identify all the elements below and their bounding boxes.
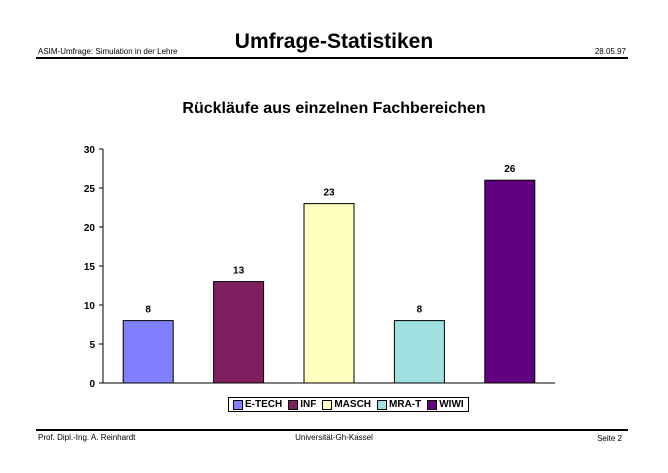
chart-title: Rückläufe aus einzelnen Fachbereichen: [182, 100, 486, 117]
legend-swatch: [233, 399, 243, 410]
legend-item: INF: [288, 399, 316, 410]
footer-divider: [36, 429, 628, 431]
legend-label: MRA-T: [389, 399, 422, 410]
data-label: 13: [233, 266, 245, 277]
legend-item: MRA-T: [377, 399, 421, 410]
y-tick-label: 20: [84, 223, 96, 234]
y-tick-label: 10: [84, 301, 96, 312]
legend-swatch: [427, 399, 438, 410]
y-tick-label: 15: [84, 262, 96, 273]
legend-item: MASCH: [322, 399, 371, 410]
slide-title: Umfrage-Statistiken: [234, 30, 434, 53]
slide-subtitle: ASIM-Umfrage: Simulation in der Lehre: [38, 47, 178, 56]
data-label: 26: [504, 164, 516, 175]
footer-university: Universität-Gh-Kassel: [295, 433, 373, 442]
legend-label: WIWI: [439, 399, 464, 410]
y-tick-label: 25: [84, 184, 96, 195]
legend-label: MASCH: [334, 399, 372, 410]
y-tick-label: 5: [89, 340, 95, 351]
footer-author: Prof. Dipl.-Ing. A. Reinhardt: [38, 433, 136, 442]
data-label: 8: [417, 305, 423, 316]
legend-swatch: [288, 399, 299, 410]
chart-legend: E-TECH INF MASCH MRA-T WIWI: [228, 397, 469, 412]
y-tick-label: 0: [89, 379, 95, 390]
slide-date: 28.05.97: [594, 47, 626, 56]
y-tick-label: 30: [84, 145, 96, 156]
data-label: 23: [323, 188, 335, 199]
bar-wiwi: [484, 179, 536, 384]
legend-label: E-TECH: [245, 399, 283, 410]
legend-item: E-TECH: [233, 399, 282, 410]
footer-page: Seite 2: [597, 434, 622, 443]
bar-inf: [213, 281, 265, 384]
legend-label: INF: [300, 399, 317, 410]
legend-swatch: [377, 399, 388, 410]
data-label: 8: [145, 305, 151, 316]
legend-item: WIWI: [427, 399, 464, 410]
header-divider: [36, 57, 628, 59]
bar-e-tech: [122, 320, 174, 384]
legend-swatch: [322, 399, 333, 410]
bar-mra-t: [393, 320, 445, 384]
bar-masch: [303, 203, 355, 384]
